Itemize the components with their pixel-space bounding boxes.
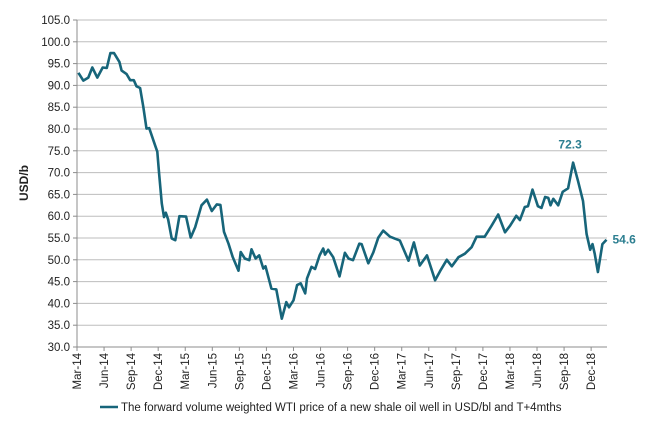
x-tick-label: Dec-14 (153, 352, 165, 390)
y-tick-label: 30.0 (48, 342, 70, 354)
x-tick-labels: Mar-14 Jun-14 Sep-14 Dec-14 Mar-15 Jun-15 Sep-… (72, 352, 598, 390)
x-tick-label: Mar-16 (288, 353, 300, 389)
x-tick-label: Jun-14 (99, 352, 111, 388)
x-tick-label: Dec-17 (478, 353, 490, 390)
y-tick-labels: 30.0 35.0 40.0 45.0 50.0 55.0 60.0 65.0 70.0 75.0… (41, 15, 70, 354)
x-tick-label: Jun-15 (207, 353, 219, 388)
annotation-peak-value: 72.3 (558, 138, 582, 152)
x-tick-label: Sep-17 (451, 353, 463, 390)
series-line-shale-oil-price (77, 51, 608, 320)
legend: The forward volume weighted WTI price of… (100, 402, 562, 414)
x-tick-label: Sep-15 (234, 353, 246, 390)
y-tick-label: 95.0 (48, 59, 70, 71)
gridlines (73, 19, 607, 351)
x-tick-label: Jun-18 (532, 353, 544, 388)
x-tick-label: Dec-16 (370, 353, 382, 390)
y-tick-label: 100.0 (41, 37, 70, 49)
y-tick-label: 80.0 (48, 124, 70, 136)
x-tick-label: Jun-17 (424, 353, 436, 388)
y-tick-label: 50.0 (48, 255, 70, 267)
x-tick-label: Mar-15 (180, 353, 192, 389)
x-tick-label: Mar-17 (397, 353, 409, 389)
legend-label: The forward volume weighted WTI price of… (121, 402, 562, 414)
y-tick-label: 40.0 (48, 298, 70, 310)
y-tick-label: 75.0 (48, 146, 70, 158)
x-tick-label: Sep-16 (343, 353, 355, 390)
y-tick-label: 90.0 (48, 80, 70, 92)
y-tick-label: 85.0 (48, 102, 70, 114)
y-tick-label: 45.0 (48, 277, 70, 289)
x-tick-label: Dec-18 (586, 353, 598, 390)
x-tick-label: Dec-15 (261, 353, 273, 390)
x-tick-label: Mar-14 (72, 352, 84, 389)
x-tick-label: Sep-14 (126, 352, 138, 390)
annotation-last-value: 54.6 (612, 233, 636, 247)
y-tick-label: 65.0 (48, 189, 70, 201)
y-tick-label: 35.0 (48, 320, 70, 332)
y-axis-label: USD/b (17, 165, 31, 201)
y-tick-label: 55.0 (48, 233, 70, 245)
y-tick-label: 105.0 (41, 15, 70, 27)
y-tick-label: 70.0 (48, 168, 70, 180)
x-tick-label: Mar-18 (505, 353, 517, 389)
y-tick-label: 60.0 (48, 211, 70, 223)
x-tick-label: Sep-18 (559, 353, 571, 390)
x-tick-label: Jun-16 (316, 353, 328, 388)
